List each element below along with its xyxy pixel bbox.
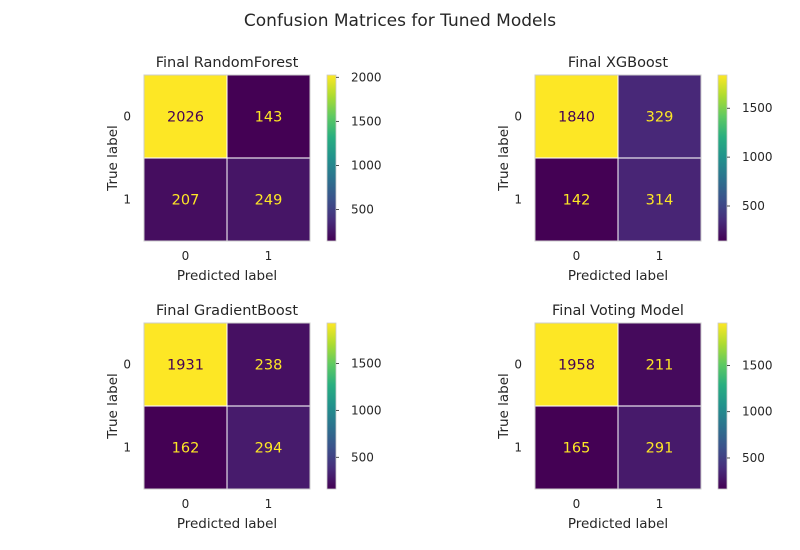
colorbar — [718, 323, 727, 489]
cell-value-label: 249 — [255, 193, 283, 209]
colorbar-tick-label: 1000 — [742, 150, 773, 164]
cell-value-label: 1958 — [558, 358, 595, 374]
y-tick-label: 1 — [514, 441, 522, 455]
colorbar-tick-label: 1500 — [742, 101, 773, 115]
confusion-matrix-panel: Final GradientBoost 1931 238 162 294 0 1 0 1 Pred… — [105, 303, 382, 532]
y-axis-label: True label — [496, 373, 512, 440]
matrix-cell — [535, 323, 618, 406]
matrix-cell — [535, 406, 618, 489]
cell-value-label: 211 — [646, 358, 674, 374]
cell-value-label: 1840 — [558, 110, 595, 126]
x-axis-label: Predicted label — [568, 516, 668, 532]
colorbar-tick-label: 500 — [742, 199, 765, 213]
x-tick-label: 0 — [573, 497, 581, 511]
matrix-cell — [227, 75, 310, 158]
y-tick-label: 1 — [123, 441, 131, 455]
colorbar-frame — [326, 74, 337, 242]
cell-value-label: 142 — [563, 193, 591, 209]
colorbar-tick-label: 1500 — [742, 358, 773, 372]
x-tick-label: 0 — [182, 497, 190, 511]
matrix-cell — [618, 406, 701, 489]
panel-title: Final Voting Model — [552, 303, 684, 319]
colorbar-frame — [717, 74, 728, 242]
colorbar-tick-label: 1000 — [351, 403, 382, 417]
matrix-cell — [144, 158, 227, 241]
matrix-cell — [618, 75, 701, 158]
matrix-cell — [144, 75, 227, 158]
cell-value-label: 2026 — [167, 110, 204, 126]
cell-value-label: 165 — [563, 441, 591, 457]
panel-title: Final GradientBoost — [156, 303, 298, 319]
cell-value-label: 143 — [255, 110, 283, 126]
cell-value-label: 238 — [255, 358, 283, 374]
y-axis-label: True label — [496, 125, 512, 192]
cell-value-label: 314 — [646, 193, 674, 209]
panel-title: Final RandomForest — [156, 55, 299, 71]
matrix-cell — [535, 158, 618, 241]
cell-value-label: 207 — [172, 193, 200, 209]
confusion-matrix-panels: Final RandomForest 2026 143 207 249 0 1 0 1 Predi… — [105, 55, 773, 532]
cell-value-label: 294 — [255, 441, 283, 457]
x-axis-label: Predicted label — [177, 516, 277, 532]
axes-frame — [534, 322, 702, 490]
matrix-cell — [144, 323, 227, 406]
matrix-cell — [618, 323, 701, 406]
x-axis-label: Predicted label — [177, 268, 277, 284]
matrix-cell — [618, 158, 701, 241]
cell-value-label: 329 — [646, 110, 674, 126]
colorbar-tick-label: 500 — [351, 450, 374, 464]
figure-title: Confusion Matrices for Tuned Models — [244, 11, 556, 31]
colorbar-tick-label: 1500 — [351, 114, 382, 128]
confusion-matrix-panel: Final RandomForest 2026 143 207 249 0 1 0 1 Predi… — [105, 55, 382, 284]
axes-frame — [534, 74, 702, 242]
y-tick-label: 1 — [123, 193, 131, 207]
x-tick-label: 1 — [656, 497, 664, 511]
axes-frame — [143, 322, 311, 490]
panel-title: Final XGBoost — [568, 55, 668, 71]
y-tick-label: 0 — [514, 358, 522, 372]
x-tick-label: 0 — [182, 249, 190, 263]
cell-value-label: 291 — [646, 441, 674, 457]
colorbar — [327, 323, 336, 489]
colorbar-frame — [717, 322, 728, 490]
matrix-cell — [227, 323, 310, 406]
x-tick-label: 1 — [265, 497, 273, 511]
y-tick-label: 0 — [514, 110, 522, 124]
x-tick-label: 1 — [656, 249, 664, 263]
matrix-cell — [227, 406, 310, 489]
confusion-matrix-panel: Final Voting Model 1958 211 165 291 0 1 0 1 Predi… — [496, 303, 773, 532]
colorbar-tick-label: 1000 — [742, 405, 773, 419]
confusion-matrix-panel: Final XGBoost 1840 329 142 314 0 1 0 1 Predicted … — [496, 55, 773, 284]
y-axis-label: True label — [105, 373, 121, 440]
x-axis-label: Predicted label — [568, 268, 668, 284]
colorbar-tick-label: 1500 — [351, 356, 382, 370]
colorbar-tick-label: 500 — [742, 451, 765, 465]
y-tick-label: 1 — [514, 193, 522, 207]
colorbar — [327, 75, 336, 241]
x-tick-label: 0 — [573, 249, 581, 263]
axes-frame — [143, 74, 311, 242]
matrix-cell — [227, 158, 310, 241]
cell-value-label: 162 — [172, 441, 200, 457]
y-tick-label: 0 — [123, 358, 131, 372]
y-tick-label: 0 — [123, 110, 131, 124]
colorbar — [718, 75, 727, 241]
cell-value-label: 1931 — [167, 358, 204, 374]
matrix-cell — [535, 75, 618, 158]
colorbar-tick-label: 2000 — [351, 70, 382, 84]
colorbar-tick-label: 500 — [351, 203, 374, 217]
x-tick-label: 1 — [265, 249, 273, 263]
y-axis-label: True label — [105, 125, 121, 192]
colorbar-frame — [326, 322, 337, 490]
matrix-cell — [144, 406, 227, 489]
colorbar-tick-label: 1000 — [351, 158, 382, 172]
